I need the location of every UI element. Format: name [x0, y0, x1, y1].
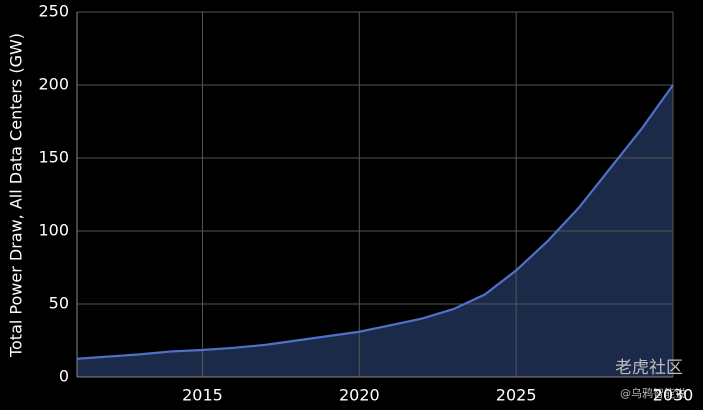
watermark-sub: @乌鸦智能说 — [620, 386, 686, 400]
y-tick-label: 200 — [38, 75, 69, 94]
x-tick-label: 2025 — [496, 386, 537, 405]
watermark: 老虎社区 — [615, 358, 683, 378]
x-tick-label: 2020 — [339, 386, 380, 405]
y-tick-label: 150 — [38, 148, 69, 167]
y-tick-label: 50 — [49, 294, 69, 313]
y-tick-label: 250 — [38, 2, 69, 21]
y-tick-label: 0 — [59, 367, 69, 386]
y-axis-label: Total Power Draw, All Data Centers (GW) — [7, 33, 26, 358]
x-tick-label: 2030 — [653, 386, 694, 405]
x-tick-label: 2015 — [182, 386, 223, 405]
line — [76, 84, 674, 360]
y-tick-label: 100 — [38, 221, 69, 240]
